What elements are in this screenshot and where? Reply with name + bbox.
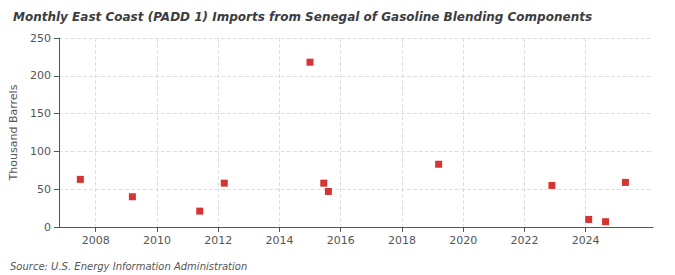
svg-text:200: 200 xyxy=(30,69,51,82)
svg-text:250: 250 xyxy=(30,32,51,45)
svg-text:150: 150 xyxy=(30,107,51,120)
svg-text:100: 100 xyxy=(30,145,51,158)
svg-text:2016: 2016 xyxy=(327,234,355,247)
svg-text:50: 50 xyxy=(37,183,51,196)
svg-text:Thousand Barrels: Thousand Barrels xyxy=(7,84,20,181)
svg-text:Source: U.S. Energy Informatio: Source: U.S. Energy Information Administ… xyxy=(10,261,247,272)
svg-text:2014: 2014 xyxy=(265,234,293,247)
svg-text:2022: 2022 xyxy=(510,234,538,247)
svg-text:2020: 2020 xyxy=(449,234,477,247)
svg-text:2018: 2018 xyxy=(388,234,416,247)
svg-text:2012: 2012 xyxy=(204,234,232,247)
svg-text:2024: 2024 xyxy=(572,234,600,247)
svg-text:Monthly East Coast (PADD 1) Im: Monthly East Coast (PADD 1) Imports from… xyxy=(13,10,592,24)
svg-text:2010: 2010 xyxy=(143,234,171,247)
svg-text:2008: 2008 xyxy=(82,234,110,247)
svg-text:0: 0 xyxy=(44,221,51,234)
